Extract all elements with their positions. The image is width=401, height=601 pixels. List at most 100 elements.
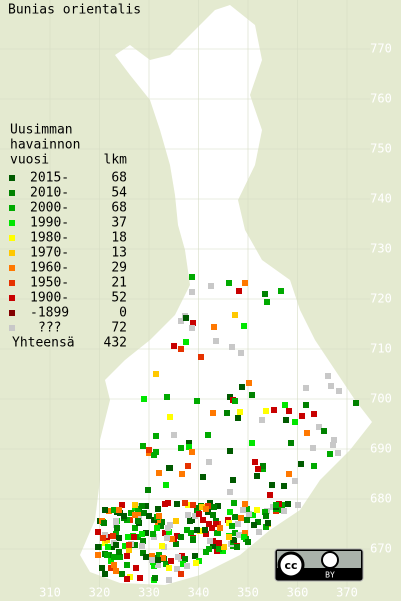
legend-count: 29 [111,261,127,276]
observation [209,525,215,531]
observation [188,530,194,536]
observation [171,343,177,349]
observation [160,555,166,561]
observation [335,450,341,456]
observation [168,558,174,564]
observation [267,492,273,498]
observation [206,459,212,465]
cc-text: cc [284,559,297,572]
observation [303,385,309,391]
observation [178,318,184,324]
observation [119,502,125,508]
by-icon [321,551,339,569]
legend-count: 52 [111,291,127,306]
observation [184,527,190,533]
observation [116,549,122,555]
observation [242,530,248,536]
observation [121,513,127,519]
observation [303,402,309,408]
observation [146,513,152,519]
observation [254,473,260,479]
observation [175,554,181,560]
observation [124,576,130,582]
observation [156,552,162,558]
observation [122,543,128,549]
observation [227,509,233,515]
observation [126,547,132,553]
observation [265,520,271,526]
observation [189,289,195,295]
observation [260,463,266,469]
x-tick-label: 360 [287,586,309,600]
legend-label: 2010- [30,186,69,201]
observation [190,320,196,326]
observation [149,553,155,559]
legend-swatch [9,175,15,181]
observation [213,521,219,527]
observation [171,432,177,438]
observation [163,561,169,567]
observation [173,541,179,547]
observation [227,489,233,495]
legend-label: 1990- [30,216,69,231]
observation [236,288,242,294]
observation [232,514,238,520]
observation [178,445,184,451]
total-label: Yhteensä [12,336,75,351]
observation [149,557,155,563]
observation [205,432,211,438]
legend-header: vuosi [10,153,49,168]
observation [133,565,139,571]
observation [199,504,205,510]
observation [262,291,268,297]
observation [240,507,246,513]
observation [271,407,277,413]
observation [150,531,156,537]
observation [165,525,171,531]
observation [239,384,245,390]
observation [164,394,170,400]
legend-swatch [9,190,15,196]
observation [106,508,112,514]
legend-count: 21 [111,276,127,291]
observation [178,534,184,540]
legend-count: 68 [111,171,127,186]
observation [311,411,317,417]
observation [310,445,316,451]
observation [189,449,195,455]
observation [156,470,162,476]
legend-label: -1899 [30,306,69,321]
legend-swatch [9,220,15,226]
legend-count: 13 [111,246,127,261]
legend-swatch [9,235,15,241]
observation [135,506,141,512]
observation [166,577,172,583]
observation [183,315,189,321]
observation [285,501,291,507]
observation [299,413,305,419]
observation [210,410,216,416]
observation [180,561,186,567]
observation [229,344,235,350]
legend-label: 1980- [30,231,69,246]
observation [173,518,179,524]
observation [178,571,184,577]
observation [221,544,227,550]
observation [193,560,199,566]
observation [190,502,196,508]
observation [158,523,164,529]
observation [278,288,284,294]
observation [232,398,238,404]
y-tick-label: 690 [370,442,392,456]
observation [159,519,165,525]
observation [269,482,275,488]
observation [200,474,206,480]
y-tick-label: 670 [370,542,392,556]
observation [184,563,190,569]
observation [295,502,301,508]
observation [235,521,241,527]
observation [113,542,119,548]
y-tick-label: 770 [370,42,392,56]
observation [117,554,123,560]
